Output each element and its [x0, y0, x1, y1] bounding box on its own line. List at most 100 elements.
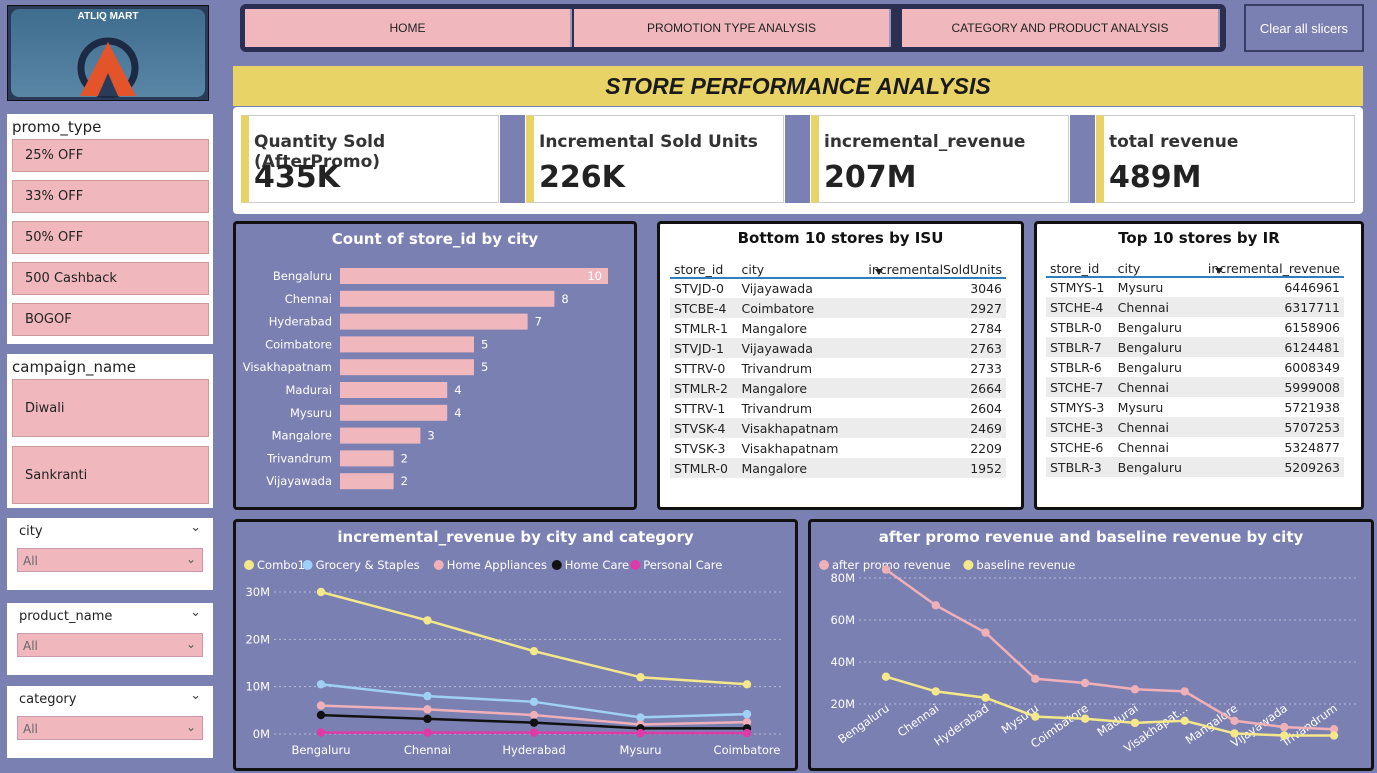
data-point — [981, 628, 990, 637]
table-body: STVJD-0 Vijayawada 3046 STCBE-4 Coimbatore 29… — [670, 278, 1006, 478]
table-title: Bottom 10 stores by ISU — [737, 229, 944, 247]
bar — [340, 290, 555, 307]
kpi-total-revenue: total revenue 489M — [1096, 115, 1355, 203]
data-point — [316, 701, 326, 710]
promo-item[interactable]: 33% OFF — [12, 180, 209, 213]
product-dropdown[interactable]: All ⌄ — [17, 633, 203, 657]
bar — [340, 473, 394, 490]
legend-label: Home Appliances — [447, 558, 547, 572]
table-row[interactable]: STVJD-0 Vijayawada 3046 — [670, 278, 1006, 298]
chart-title: Count of store_id by city — [331, 230, 539, 248]
data-point — [742, 717, 752, 727]
promo-item[interactable]: 25% OFF — [12, 139, 209, 172]
table-row[interactable]: STMLR-2 Mangalore 2664 — [670, 378, 1006, 398]
table-cell: Vijayawada — [737, 338, 852, 358]
table-cell: 6008349 — [1284, 359, 1340, 375]
promo-item[interactable]: 500 Cashback — [12, 262, 209, 295]
bar-category-label: Chennai — [285, 292, 332, 306]
table-row[interactable]: STVSK-4 Visakhapatnam 2469 — [670, 418, 1006, 438]
nav-promotion-button[interactable]: PROMOTION TYPE ANALYSIS — [574, 9, 891, 47]
table-row[interactable]: STBLR-0 Bengaluru 6158906 — [1046, 317, 1344, 337]
column-header[interactable]: city — [737, 248, 852, 279]
table-row[interactable]: STBLR-3 Bengaluru 5209263 — [1046, 457, 1344, 477]
column-header[interactable]: store_id — [670, 248, 738, 279]
table-cell: 5209263 — [1192, 457, 1344, 477]
column-header[interactable]: store_id — [1046, 247, 1114, 278]
bottom10-panel: Bottom 10 stores by ISU store_id city in… — [657, 221, 1024, 510]
city-dropdown[interactable]: All ⌄ — [17, 548, 203, 572]
data-point — [1080, 714, 1090, 723]
bar-category-label: Coimbatore — [265, 337, 332, 351]
city-slicer: city ⌄ All ⌄ — [7, 518, 213, 590]
data-point — [742, 680, 752, 689]
data-point — [529, 718, 539, 727]
slicer-title: category — [19, 692, 77, 707]
kpi-incremental-units: Incremental Sold Units 226K — [526, 115, 784, 203]
legend-marker — [433, 560, 444, 570]
chevron-down-icon[interactable]: ⌄ — [190, 688, 201, 703]
table-row[interactable]: STBLR-6 Bengaluru 6008349 — [1046, 357, 1344, 377]
revenue-by-city-chart-panel: after promo revenue and baseline revenue… — [808, 519, 1374, 771]
dropdown-value: All — [23, 639, 38, 653]
legend-marker — [302, 560, 313, 570]
table-row[interactable]: STMYS-1 Mysuru 6446961 — [1046, 277, 1344, 297]
table-cell: Trivandrum — [741, 360, 813, 376]
data-point — [981, 693, 990, 702]
column-header[interactable]: city — [1113, 247, 1193, 278]
clear-slicers-button[interactable]: Clear all slicers — [1244, 4, 1364, 52]
bar-category-label: Mysuru — [290, 406, 332, 420]
bar-category-label: Hyderabad — [269, 315, 332, 329]
incremental-revenue-chart-panel: incremental_revenue by city and category… — [233, 519, 798, 771]
x-tick-label: Chennai — [404, 743, 451, 757]
table-row[interactable]: STCHE-7 Chennai 5999008 — [1046, 377, 1344, 397]
column-header[interactable]: incremental_revenue — [1192, 247, 1344, 278]
table-row[interactable]: STCHE-3 Chennai 5707253 — [1046, 417, 1344, 437]
category-dropdown[interactable]: All ⌄ — [17, 716, 203, 740]
nav-category-button[interactable]: CATEGORY AND PRODUCT ANALYSIS — [902, 9, 1220, 47]
table-row[interactable]: STVSK-3 Visakhapatnam 2209 — [670, 438, 1006, 458]
bar — [340, 313, 528, 330]
y-tick-label: 20M — [830, 697, 855, 711]
category-slicer: category ⌄ All ⌄ — [7, 686, 213, 758]
table-row[interactable]: STBLR-7 Bengaluru 6124481 — [1046, 337, 1344, 357]
table-cell: STTRV-1 — [674, 400, 726, 416]
line-chart-city: after promo revenue baseline revenue 20M 40… — [819, 558, 1356, 755]
data-point — [742, 709, 752, 719]
campaign-item[interactable]: Diwali — [12, 379, 209, 437]
table-row[interactable]: STTRV-0 Trivandrum 2733 — [670, 358, 1006, 378]
data-point — [1031, 674, 1040, 683]
promo-item[interactable]: 50% OFF — [12, 221, 209, 254]
kpi-value: 226K — [539, 160, 625, 195]
table-row[interactable]: STMYS-3 Mysuru 5721938 — [1046, 397, 1344, 417]
table-row[interactable]: STMLR-0 Mangalore 1952 — [670, 458, 1006, 478]
table-row[interactable]: STVJD-1 Vijayawada 2763 — [670, 338, 1006, 358]
table-cell: 6446961 — [1284, 280, 1340, 295]
data-point — [316, 680, 326, 689]
bar-value-label: 4 — [454, 406, 461, 420]
chart-title: incremental_revenue by city and category — [337, 528, 694, 546]
promo-item[interactable]: BOGOF — [12, 303, 209, 336]
bar-category-label: Vijayawada — [266, 474, 332, 488]
table-row[interactable]: STCHE-6 Chennai 5324877 — [1046, 437, 1344, 457]
bar — [340, 359, 474, 376]
bar-value-label: 5 — [481, 337, 488, 351]
column-header[interactable]: incrementalSoldUnits — [851, 248, 1006, 279]
table-cell: Visakhapatnam — [737, 418, 852, 438]
table-cell: STMLR-2 — [670, 378, 738, 398]
table-row[interactable]: STCHE-4 Chennai 6317711 — [1046, 297, 1344, 317]
campaign-item[interactable]: Sankranti — [12, 446, 209, 504]
nav-home-button[interactable]: HOME — [245, 9, 572, 47]
product-slicer: product_name ⌄ All ⌄ — [7, 603, 213, 675]
chevron-down-icon[interactable]: ⌄ — [190, 605, 201, 620]
table-row[interactable]: STMLR-1 Mangalore 2784 — [670, 318, 1006, 338]
legend-marker — [551, 560, 562, 570]
table-cell: 2209 — [970, 440, 1002, 456]
bar-category-label: Madurai — [285, 383, 332, 397]
table-cell: Trivandrum — [741, 400, 813, 416]
table-title: Top 10 stores by IR — [1118, 229, 1280, 247]
chevron-down-icon[interactable]: ⌄ — [190, 520, 201, 535]
table-row[interactable]: STTRV-1 Trivandrum 2604 — [670, 398, 1006, 418]
table-cell: 6124481 — [1192, 337, 1344, 357]
table-row[interactable]: STCBE-4 Coimbatore 2927 — [670, 298, 1006, 318]
legend-label: Grocery & Staples — [316, 558, 420, 572]
